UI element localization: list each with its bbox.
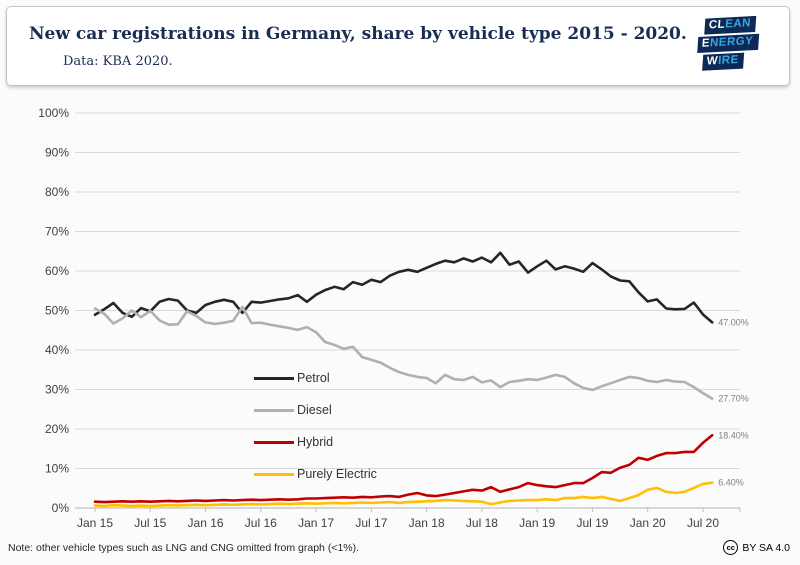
x-axis-label: Jul 15 — [134, 516, 166, 530]
purely-electric-line-swatch — [254, 472, 294, 476]
legend-label: Purely Electric — [297, 467, 377, 481]
x-axis-label: Jul 17 — [355, 516, 387, 530]
y-axis-label: 50% — [45, 304, 69, 318]
legend-label: Petrol — [297, 371, 330, 385]
legend-item-diesel: Diesel — [254, 403, 377, 417]
end-label-diesel: 27.70% — [718, 394, 749, 404]
cc-icon: cc — [723, 540, 739, 555]
header-card: New car registrations in Germany, share … — [6, 6, 790, 86]
x-axis-label: Jan 16 — [188, 516, 224, 530]
series-line-petrol — [93, 251, 714, 324]
license-text: BY SA 4.0 — [742, 541, 790, 554]
x-axis-label: Jan 15 — [77, 516, 113, 530]
y-axis-label: 90% — [45, 146, 69, 160]
x-axis-label: Jul 20 — [687, 516, 719, 530]
x-axis-label: Jan 20 — [630, 516, 666, 530]
y-axis-label: 40% — [45, 343, 69, 357]
page-title: New car registrations in Germany, share … — [29, 24, 687, 44]
x-axis-label: Jul 19 — [576, 516, 608, 530]
end-label-purely-electric: 6.40% — [718, 478, 744, 488]
license-badge: cc BY SA 4.0 — [723, 540, 790, 555]
diesel-line-swatch — [254, 408, 294, 412]
petrol-line-swatch — [254, 376, 294, 380]
y-axis-label: 20% — [45, 422, 69, 436]
legend-label: Hybrid — [297, 435, 334, 449]
y-axis-label: 100% — [38, 106, 69, 120]
data-source: Data: KBA 2020. — [63, 54, 173, 69]
series-line-diesel — [93, 305, 714, 400]
y-axis-label: 10% — [45, 462, 69, 476]
y-axis-label: 0% — [52, 501, 70, 515]
x-axis-label: Jul 18 — [466, 516, 498, 530]
y-axis-label: 30% — [45, 383, 69, 397]
legend-item-purely-electric: Purely Electric — [254, 467, 377, 481]
x-axis-label: Jul 16 — [245, 516, 277, 530]
series-line-purely-electric — [93, 481, 714, 508]
y-axis-label: 80% — [45, 185, 69, 199]
x-axis-label: Jan 19 — [519, 516, 555, 530]
footnote: Note: other vehicle types such as LNG an… — [8, 542, 360, 554]
x-axis-label: Jan 17 — [298, 516, 334, 530]
hybrid-line-swatch — [254, 440, 294, 444]
series-line-hybrid — [93, 433, 714, 504]
chart-legend: Petrol Diesel Hybrid Purely Electric — [254, 371, 377, 499]
y-axis-label: 60% — [45, 264, 69, 278]
legend-label: Diesel — [297, 403, 332, 417]
y-axis-label: 70% — [45, 225, 69, 239]
end-label-petrol: 47.00% — [718, 317, 749, 327]
x-axis-label: Jan 18 — [409, 516, 445, 530]
legend-item-hybrid: Hybrid — [254, 435, 377, 449]
end-label-hybrid: 18.40% — [718, 430, 749, 440]
legend-item-petrol: Petrol — [254, 371, 377, 385]
